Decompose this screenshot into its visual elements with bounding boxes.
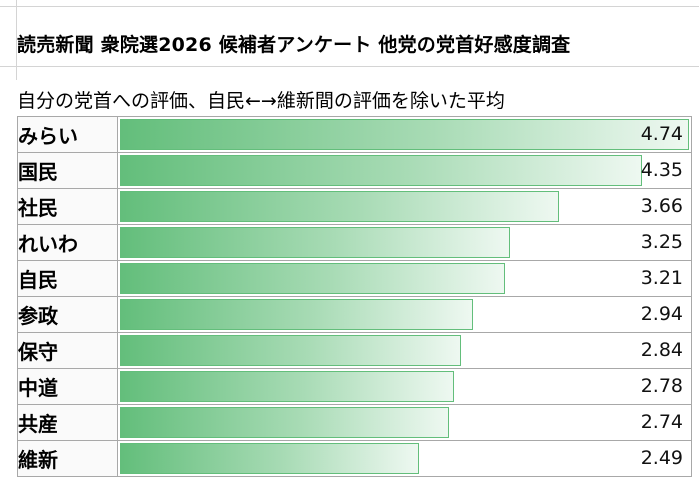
table-row: 国民 4.35	[17, 152, 692, 189]
data-bar	[120, 119, 689, 150]
bar-cell: 2.94	[117, 296, 692, 333]
table-row: 維新 2.49	[17, 440, 692, 477]
chart-subtitle: 自分の党首への評価、自民←→維新間の評価を除いた平均	[17, 90, 505, 112]
table-row: 中道 2.78	[17, 368, 692, 405]
category-label: 参政	[17, 296, 118, 333]
table-row: みらい 4.74	[17, 116, 692, 153]
data-bar	[120, 263, 505, 294]
table-row: 保守 2.84	[17, 332, 692, 369]
value-label: 2.84	[640, 339, 683, 361]
category-label: 中道	[17, 368, 118, 405]
grid-line	[0, 66, 699, 67]
category-label: 保守	[17, 332, 118, 369]
chart-title: 読売新聞 衆院選2026 候補者アンケート 他党の党首好感度調査	[17, 34, 571, 56]
value-label: 2.49	[640, 447, 683, 469]
value-label: 4.74	[640, 123, 683, 145]
bar-cell: 2.84	[117, 332, 692, 369]
grid-line	[0, 6, 699, 7]
bar-cell: 2.49	[117, 440, 692, 477]
data-bar	[120, 227, 510, 258]
bar-cell: 3.21	[117, 260, 692, 297]
bar-cell: 3.25	[117, 224, 692, 261]
value-label: 3.25	[640, 231, 683, 253]
value-label: 3.21	[640, 267, 683, 289]
table-row: 自民 3.21	[17, 260, 692, 297]
category-label: 国民	[17, 152, 118, 189]
grid-line	[16, 0, 17, 80]
data-bar	[120, 155, 642, 186]
bar-cell: 2.74	[117, 404, 692, 441]
value-label: 3.66	[640, 195, 683, 217]
table-row: れいわ 3.25	[17, 224, 692, 261]
category-label: 維新	[17, 440, 118, 477]
value-label: 2.94	[640, 303, 683, 325]
bar-cell: 4.74	[117, 116, 692, 153]
data-bar	[120, 371, 454, 402]
category-label: れいわ	[17, 224, 118, 261]
table-row: 参政 2.94	[17, 296, 692, 333]
value-label: 4.35	[640, 159, 683, 181]
bar-cell: 4.35	[117, 152, 692, 189]
data-bar	[120, 407, 449, 438]
category-label: 自民	[17, 260, 118, 297]
value-label: 2.74	[640, 411, 683, 433]
category-label: 社民	[17, 188, 118, 225]
data-bar	[120, 191, 559, 222]
category-label: みらい	[17, 116, 118, 153]
data-bar	[120, 443, 419, 474]
table-row: 共産 2.74	[17, 404, 692, 441]
bar-cell: 2.78	[117, 368, 692, 405]
data-bar-table: みらい 4.74 国民 4.35 社民 3.66 れいわ 3.25 自民 3.21 参政 2.94 保守…	[17, 116, 692, 477]
value-label: 2.78	[640, 375, 683, 397]
data-bar	[120, 299, 473, 330]
table-row: 社民 3.66	[17, 188, 692, 225]
data-bar	[120, 335, 461, 366]
bar-cell: 3.66	[117, 188, 692, 225]
category-label: 共産	[17, 404, 118, 441]
